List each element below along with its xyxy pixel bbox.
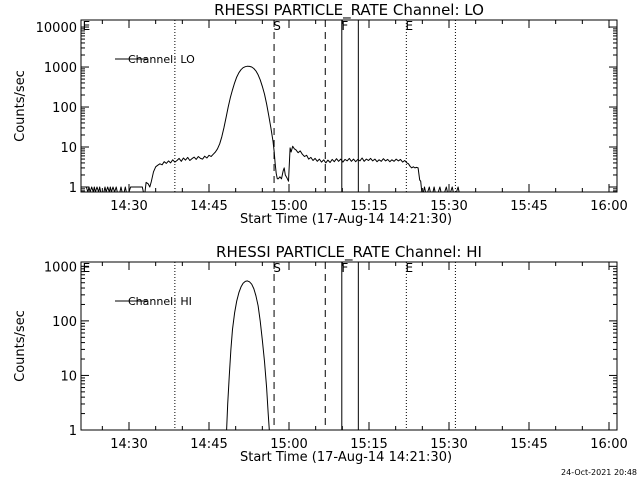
plot-panel-2: RHESSI PARTICLE_RATE Channel: HI 1 10 100 10… — [13, 243, 628, 465]
x-tick-label: 15:00 — [270, 199, 307, 214]
y-tick-label: 1000 — [44, 61, 77, 76]
plot-panel-1: RHESSI PARTICLE_RATE Channel: LO 1 10 100 10… — [13, 1, 628, 227]
y-tick-label: 1000 — [44, 260, 77, 275]
chart-title: RHESSI PARTICLE_RATE Channel: LO — [214, 1, 484, 20]
x-tick-label: 15:15 — [350, 437, 387, 452]
x-tick-label: 15:30 — [430, 199, 467, 214]
x-tick-label: 16:00 — [590, 437, 627, 452]
x-tick-label: 14:45 — [190, 437, 227, 452]
time-marker-label: F — [341, 261, 348, 275]
time-marker-label: E — [406, 261, 414, 275]
x-tick-label: 14:30 — [110, 437, 147, 452]
x-tick-label: 15:00 — [270, 437, 307, 452]
time-marker-label: F — [341, 19, 348, 33]
chart-title: RHESSI PARTICLE_RATE Channel: HI — [216, 243, 482, 262]
y-tick-label: 10 — [60, 141, 77, 156]
y-tick-label: 100 — [52, 315, 77, 330]
x-tick-label: 16:00 — [590, 199, 627, 214]
y-tick-label: 10000 — [36, 21, 77, 36]
plot-frame — [80, 261, 618, 431]
y-tick-label: 1 — [69, 181, 77, 196]
x-tick-label: 15:30 — [430, 437, 467, 452]
time-marker-label: E — [83, 261, 91, 275]
legend-label: Channel: HI — [128, 295, 192, 308]
x-tick-label: 14:45 — [190, 199, 227, 214]
y-tick-label: 10 — [60, 369, 77, 384]
y-axis-label: Counts/sec — [13, 70, 28, 142]
time-marker-label: S — [273, 19, 281, 33]
y-tick-label: 1 — [69, 424, 77, 439]
y-tick-label: 100 — [52, 101, 77, 116]
plot-timestamp: 24-Oct-2021 20:48 — [561, 468, 637, 477]
x-axis-label: Start Time (17-Aug-14 14:21:30) — [240, 212, 452, 227]
x-tick-label: 15:45 — [510, 437, 547, 452]
time-marker-label: S — [273, 261, 281, 275]
x-tick-label: 15:15 — [350, 199, 387, 214]
x-tick-label: 14:30 — [110, 199, 147, 214]
plot-frame — [80, 19, 618, 193]
time-marker-label: E — [406, 19, 414, 33]
data-series-line — [226, 280, 270, 431]
x-axis-label: Start Time (17-Aug-14 14:21:30) — [240, 450, 452, 465]
data-series-line — [85, 65, 462, 193]
x-tick-label: 15:45 — [510, 199, 547, 214]
legend-label: Channel: LO — [128, 53, 195, 66]
time-marker-label: E — [83, 19, 91, 33]
y-axis-label: Counts/sec — [13, 310, 28, 382]
